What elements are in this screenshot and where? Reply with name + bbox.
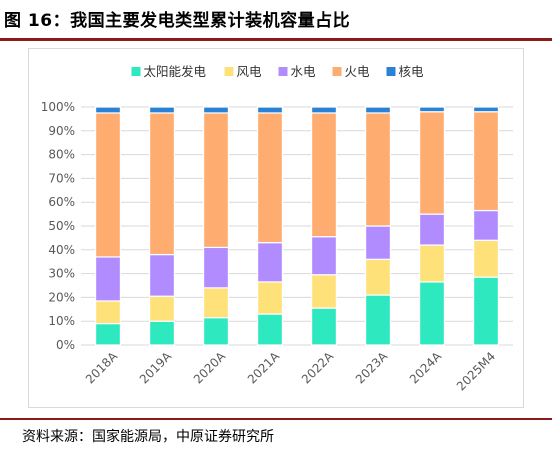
title-rule [0, 38, 552, 41]
x-tick-label-5: 2023A [353, 349, 391, 387]
y-tick-label-9: 90% [48, 124, 75, 138]
legend-swatch-1 [224, 67, 234, 76]
bar-2022A-2 [310, 236, 338, 276]
source-rule [0, 418, 552, 420]
bar-2025M4-0 [472, 276, 500, 346]
chart-bars [94, 106, 500, 346]
bar-2023A-2 [364, 225, 392, 260]
legend-swatch-0 [131, 67, 141, 76]
bar-2024A-2 [418, 213, 446, 246]
bar-2025M4-3 [472, 111, 500, 212]
bar-2019A-4 [148, 106, 176, 114]
bar-2024A-0 [418, 281, 446, 346]
bar-2020A-4 [202, 106, 230, 114]
y-tick-label-0: 0% [56, 338, 75, 352]
figure-title: 图 16：我国主要发电类型累计装机容量占比 [4, 11, 351, 31]
x-tick-label-2: 2020A [191, 349, 229, 387]
bar-2018A-2 [94, 256, 122, 302]
bar-2021A-1 [256, 281, 284, 315]
bar-2021A-3 [256, 112, 284, 244]
bar-2025M4-1 [472, 239, 500, 278]
legend-label-0: 太阳能发电 [144, 64, 207, 79]
y-axis-ticks: 0% 10% 20% 30% 40% 50% 60% 70% 80% 90% 100% [41, 100, 75, 352]
bar-2025M4-4 [472, 106, 500, 113]
x-tick-label-1: 2019A [137, 349, 175, 387]
legend-swatch-2 [278, 67, 288, 76]
bar-2020A-0 [202, 317, 230, 346]
bar-2019A-0 [148, 320, 176, 346]
legend-label-3: 火电 [345, 64, 371, 79]
y-tick-label-1: 10% [48, 314, 75, 328]
bar-2023A-1 [364, 258, 392, 296]
bar-2020A-3 [202, 112, 230, 249]
x-tick-label-0: 2018A [83, 349, 121, 387]
x-tick-label-7: 2025M4 [454, 349, 498, 393]
bar-2019A-3 [148, 112, 176, 256]
bar-2021A-0 [256, 313, 284, 346]
bar-2020A-1 [202, 287, 230, 319]
bar-2022A-4 [310, 106, 338, 114]
legend-label-4: 核电 [399, 64, 425, 79]
source-note: 资料来源：国家能源局，中原证券研究所 [22, 429, 274, 445]
y-tick-label-7: 70% [48, 171, 75, 185]
bar-2025M4-2 [472, 209, 500, 241]
stacked-bar-chart: 太阳能发电 风电 水电 火电 核电 0% 10% 20% 30% 40% 50% 60% 70% 80%… [41, 64, 513, 394]
bar-2023A-4 [364, 106, 392, 114]
bar-2023A-0 [364, 294, 392, 346]
legend-label-1: 风电 [237, 64, 263, 79]
y-tick-label-2: 20% [48, 290, 75, 304]
bar-2018A-1 [94, 300, 122, 325]
bar-2022A-1 [310, 274, 338, 309]
bar-2018A-3 [94, 112, 122, 258]
y-tick-label-8: 80% [48, 148, 75, 162]
bar-2021A-2 [256, 242, 284, 283]
chart-gridlines [81, 106, 513, 346]
bar-2019A-2 [148, 253, 176, 297]
bar-2022A-0 [310, 307, 338, 346]
bar-2023A-3 [364, 112, 392, 227]
legend-swatch-4 [386, 67, 396, 76]
x-tick-label-3: 2021A [245, 349, 283, 387]
bar-2024A-1 [418, 244, 446, 283]
y-tick-label-6: 60% [48, 195, 75, 209]
legend-label-2: 水电 [291, 64, 317, 79]
bar-2020A-2 [202, 246, 230, 289]
bar-2021A-4 [256, 106, 284, 114]
y-tick-label-5: 50% [48, 219, 75, 233]
chart-container: 太阳能发电 风电 水电 火电 核电 0% 10% 20% 30% 40% 50% 60% 70% 80%… [28, 48, 524, 408]
bar-2022A-3 [310, 112, 338, 238]
y-tick-label-4: 40% [48, 243, 75, 257]
bar-2019A-1 [148, 295, 176, 322]
bar-2018A-4 [94, 106, 122, 114]
bar-2018A-0 [94, 322, 122, 346]
legend-swatch-3 [332, 67, 342, 76]
y-tick-label-10: 100% [41, 100, 75, 114]
bar-2024A-3 [418, 111, 446, 215]
x-axis-ticks: 2018A 2019A 2020A 2021A 2022A 2023A 2024A 2025M… [83, 349, 498, 394]
chart-legend: 太阳能发电 风电 水电 火电 核电 [131, 64, 425, 79]
x-tick-label-6: 2024A [407, 349, 445, 387]
x-tick-label-4: 2022A [299, 349, 337, 387]
y-tick-label-3: 30% [48, 267, 75, 281]
bar-2024A-4 [418, 106, 446, 113]
